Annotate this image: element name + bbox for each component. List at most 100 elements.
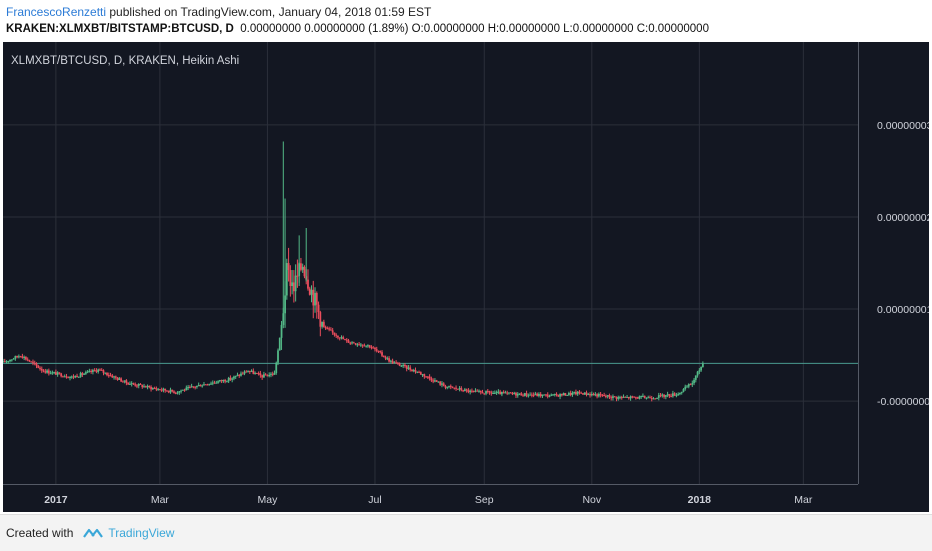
tradingview-brand-link[interactable]: TradingView [108, 526, 175, 540]
candle-up [351, 342, 353, 344]
candle-down [213, 382, 216, 384]
candle-down [344, 339, 346, 341]
candle-down [107, 375, 110, 377]
candle-down [649, 397, 651, 399]
candle-up [7, 361, 10, 363]
published-text: published on TradingView.com, January 04… [106, 5, 432, 19]
candle-down [331, 330, 334, 333]
candle-up [478, 390, 480, 392]
candle-up [626, 396, 628, 398]
candle-down [627, 396, 630, 399]
chart-title: XLMXBT/BTCUSD, D, KRAKEN, Heikin Ashi [11, 55, 239, 67]
candle-down [199, 385, 202, 387]
candle-up [129, 383, 131, 385]
candle-up [680, 391, 683, 394]
x-axis-tick-label: Sep [475, 494, 494, 506]
candle-down [479, 390, 482, 393]
candle-down [167, 391, 170, 393]
candle-down [224, 379, 227, 382]
candle-down [30, 361, 33, 363]
candle-up [682, 389, 685, 392]
candle-down [624, 396, 627, 398]
candle-down [150, 386, 152, 390]
candle-down [116, 377, 119, 380]
candle-up [243, 371, 246, 374]
candle-down [358, 344, 361, 346]
candle-down [411, 369, 413, 372]
candle-up [400, 365, 403, 367]
candle-down [148, 385, 151, 387]
candle-up [79, 373, 82, 377]
candle-down [333, 332, 336, 335]
candle-up [247, 371, 249, 373]
candle-down [335, 334, 338, 336]
candle-down [555, 393, 558, 396]
candle-down [255, 372, 258, 374]
candle-down [546, 394, 549, 397]
footer-bar: Created with TradingView [0, 514, 932, 551]
candle-down [388, 358, 390, 362]
candle-down [499, 391, 502, 395]
candle-down [633, 396, 636, 398]
candle-up [518, 393, 521, 395]
candle-up [652, 398, 655, 400]
candle-down [631, 396, 634, 398]
candle-down [241, 373, 244, 375]
candle-up [541, 394, 544, 397]
candle-up [254, 372, 256, 374]
price-chart[interactable]: 2017 Mar May Jul Sep Nov 2018 Mar 0.00000003 0.00… [3, 42, 929, 512]
candle-down [545, 394, 547, 396]
candle-up [576, 391, 579, 395]
author-link[interactable]: FrancescoRenzetti [6, 5, 107, 19]
candle-down [125, 380, 128, 384]
candle-down [650, 398, 653, 400]
candle-up [474, 390, 477, 392]
chart-area[interactable]: 2017 Mar May Jul Sep Nov 2018 Mar 0.00000003 0.00… [3, 42, 929, 512]
candle-up [640, 395, 643, 397]
candle-up [203, 384, 205, 386]
candle-up [548, 395, 551, 397]
candle-up [231, 378, 234, 380]
candle-down [419, 372, 422, 375]
chart-header: FrancescoRenzetti published on TradingVi… [0, 0, 932, 40]
candle-down [16, 356, 19, 358]
candle-up [180, 390, 182, 392]
candle-down [220, 380, 223, 382]
candle-down [663, 394, 665, 397]
candle-down [569, 392, 572, 395]
symbol-line: KRAKEN:XLMXBT/BITSTAMP:BTCUSD, D 0.00000… [6, 23, 709, 35]
candle-down [375, 349, 378, 351]
candle-up [285, 263, 288, 296]
candle-up [553, 393, 556, 395]
candle-up [151, 388, 154, 390]
candle-down [37, 365, 40, 368]
candle-down [525, 393, 528, 396]
candle-up [5, 361, 8, 363]
candle-up [314, 292, 316, 306]
candle-up [74, 375, 77, 378]
candle-up [176, 392, 179, 394]
candle-down [530, 394, 533, 396]
candle-up [49, 373, 52, 375]
candle-up [275, 362, 278, 374]
candle-down [40, 368, 43, 371]
candle-up [282, 313, 285, 325]
candle-down [166, 390, 168, 392]
candle-down [654, 398, 657, 400]
candle-down [659, 395, 662, 397]
candle-up [157, 389, 160, 391]
candle-down [106, 372, 108, 376]
candle-down [3, 361, 6, 363]
candle-up [617, 397, 620, 399]
candle-up [187, 387, 190, 389]
candle-down [379, 351, 382, 353]
candle-up [416, 371, 419, 373]
candle-down [520, 393, 523, 396]
candle-down [381, 352, 383, 356]
candle-down [204, 384, 207, 386]
symbol-name: KRAKEN:XLMXBT/BITSTAMP:BTCUSD, D [6, 23, 234, 35]
candle-down [292, 282, 295, 292]
candle-down [164, 388, 167, 391]
candle-up [284, 295, 286, 314]
candle-up [215, 382, 218, 384]
